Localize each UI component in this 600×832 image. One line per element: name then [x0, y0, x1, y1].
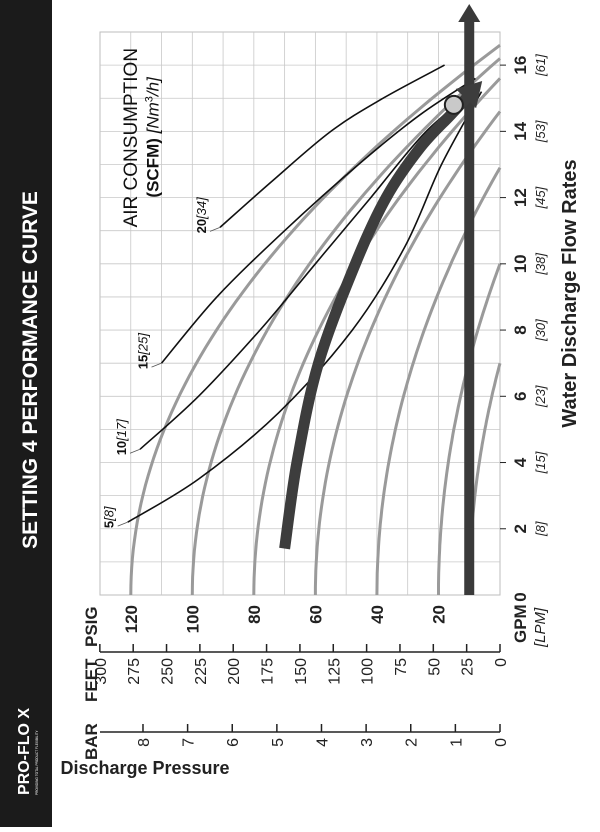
bar-tick-label: 6 [225, 738, 242, 747]
air-consumption-units: (SCFM) [Nm3/h] [143, 76, 162, 198]
operating-point [443, 94, 464, 115]
air-curve-leader [117, 521, 128, 527]
x-tick-alt-label: [45] [533, 186, 548, 209]
x-unit-label: GPM [511, 604, 530, 643]
x-tick-label: 8 [511, 325, 530, 334]
feet-tick-label: 300 [93, 658, 110, 685]
feet-tick-label: 100 [360, 658, 377, 685]
bar-tick-label: 1 [448, 738, 465, 747]
x-tick-label: 14 [511, 121, 530, 140]
pressure-curve-1 [190, 57, 501, 596]
x-tick-label: 4 [511, 457, 530, 467]
target-line-arrow [458, 4, 481, 22]
x-zero-label: 0 [511, 592, 530, 601]
x-tick-alt-label: [30] [533, 319, 548, 342]
x-unit-alt-label: [LPM] [532, 607, 549, 648]
feet-tick-label: 225 [193, 658, 210, 685]
x-tick-label: 2 [511, 524, 530, 533]
y-axis-title: Discharge Pressure [60, 758, 229, 778]
pressure-curve-5 [437, 263, 502, 595]
feet-tick-label: 275 [126, 658, 143, 685]
air-curve-label: 15[25] [136, 333, 151, 370]
air-curve-leader [209, 227, 221, 232]
x-tick-alt-label: [61] [533, 54, 548, 77]
bar-tick-label: 8 [136, 738, 153, 747]
psig-tick-label: 40 [368, 605, 387, 624]
feet-tick-label: 25 [460, 658, 477, 676]
feet-tick-label: 175 [260, 658, 277, 685]
brand-name: PRO-FLO X [16, 708, 33, 795]
operating-curve-arrow [455, 80, 483, 109]
feet-tick-label: 50 [426, 658, 443, 676]
feet-tick-label: 250 [160, 658, 177, 685]
psig-tick-label: 60 [306, 605, 325, 624]
bar-tick-label: 7 [181, 738, 198, 747]
x-tick-alt-label: [23] [533, 385, 548, 408]
pressure-curve-2 [252, 77, 502, 596]
x-tick-alt-label: [38] [533, 253, 548, 276]
air-curve-10 [139, 87, 480, 450]
x-tick-alt-label: [53] [533, 120, 548, 143]
feet-header: FEET [82, 658, 101, 702]
pressure-curve-3 [313, 110, 502, 595]
bar-header: BAR [82, 723, 101, 760]
bar-tick-label: 0 [493, 738, 510, 747]
air-curve-leader [129, 448, 141, 454]
bar-tick-label: 5 [270, 738, 287, 747]
pressure-curves [129, 44, 502, 596]
x-tick-label: 6 [511, 392, 530, 401]
feet-tick-label: 0 [493, 658, 510, 667]
psig-tick-label: 80 [245, 605, 264, 624]
x-axis-title: Water Discharge Flow Rates [559, 159, 581, 427]
air-curve-5 [127, 91, 483, 523]
air-curve-15 [160, 77, 476, 364]
feet-tick-label: 150 [293, 658, 310, 685]
psig-tick-label: 100 [183, 605, 202, 633]
brand-logo: PRO-FLO X PROVIDING TOTAL PRODUCT FLEXIB… [16, 708, 39, 795]
air-consumption-curves: 5[8] 10[17] 15[25] 20[34] [102, 64, 483, 528]
bar-tick-label: 2 [404, 738, 421, 747]
operating-curve-line [279, 84, 480, 550]
air-curve-label: 20[34] [194, 197, 209, 234]
psig-header: PSIG [82, 606, 101, 647]
air-curve-label: 5[8] [102, 506, 117, 528]
air-curve-leader [151, 362, 162, 368]
feet-tick-label: 125 [326, 658, 343, 685]
brand-tagline: PROVIDING TOTAL PRODUCT FLEXIBILITY [35, 729, 39, 795]
x-tick-label: 12 [511, 188, 530, 207]
psig-tick-label: 20 [429, 605, 448, 624]
axes [99, 64, 506, 733]
bar-tick-label: 3 [359, 738, 376, 747]
x-tick-label: 16 [511, 56, 530, 75]
side-band [0, 0, 52, 827]
air-curve-20 [219, 64, 445, 228]
x-tick-alt-label: [15] [533, 451, 548, 474]
x-tick-alt-label: [8] [533, 521, 548, 537]
bar-tick-label: 4 [314, 738, 331, 747]
axis-labels: AIR CONSUMPTION (SCFM) [Nm3/h]2 [8]4 [15]6[… [60, 48, 581, 778]
feet-tick-label: 200 [226, 658, 243, 685]
psig-tick-label: 120 [122, 605, 141, 633]
pressure-curve-4 [375, 167, 502, 596]
air-curve-label: 10[17] [114, 419, 129, 456]
air-consumption-title: AIR CONSUMPTION [121, 48, 142, 227]
feet-tick-label: 75 [393, 658, 410, 676]
x-tick-label: 10 [511, 254, 530, 273]
operating-curve [279, 4, 483, 595]
chart-title: SETTING 4 PERFORMANCE CURVE [19, 191, 42, 549]
pressure-curve-0 [129, 44, 501, 596]
